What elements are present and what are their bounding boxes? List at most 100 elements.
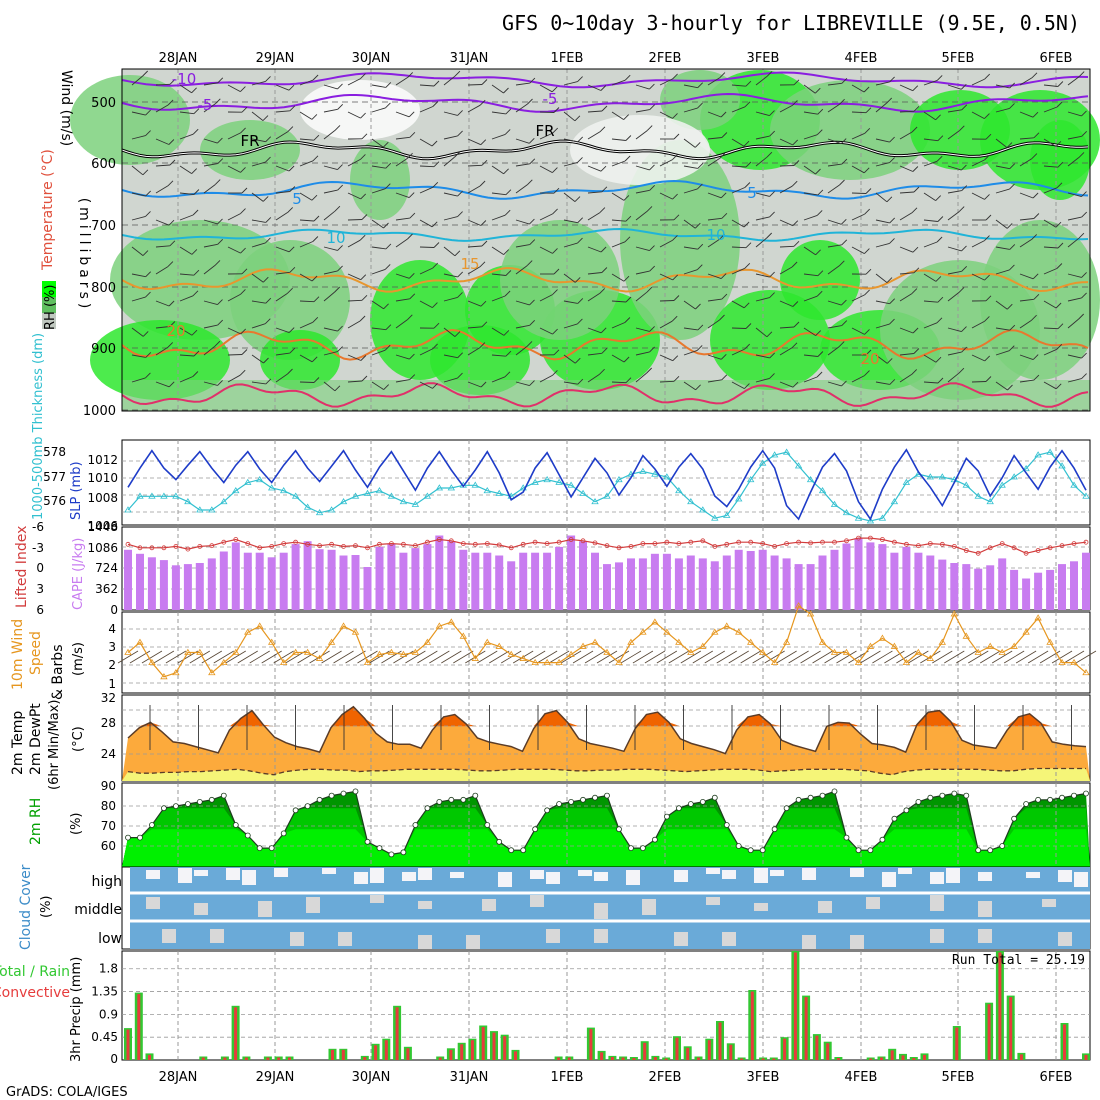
- lifted-index-point: [760, 541, 766, 546]
- wind-barb-flag: [720, 353, 727, 360]
- lifted-index-point: [245, 541, 251, 546]
- rh-point: [687, 801, 694, 807]
- wind-barb: [995, 219, 1008, 229]
- wind-barb-flag: [672, 154, 678, 160]
- wind-speed-point: [291, 648, 300, 655]
- wind-barb-flag: [936, 75, 943, 81]
- lifted-index-point: [556, 539, 562, 545]
- wind-barb-flag: [744, 262, 751, 269]
- wind-barb-flag: [743, 302, 750, 309]
- wind-barb-flag: [552, 248, 558, 254]
- rh-point: [855, 847, 862, 854]
- cape-bar: [830, 549, 839, 610]
- lifted-index-point: [904, 541, 909, 547]
- wind-barb-flag: [961, 164, 967, 171]
- wind-barb-flag: [673, 375, 680, 382]
- wind-speed-point: [950, 610, 958, 617]
- wind-barb-flag: [457, 130, 463, 137]
- thickness-point: [495, 489, 503, 496]
- top-date-label: 28JAN: [159, 51, 198, 66]
- precip-conv-bar: [610, 1057, 614, 1060]
- lifted-index-point: [796, 539, 801, 545]
- axis-tick: 28: [101, 716, 116, 730]
- thickness-point: [531, 478, 539, 485]
- precip-conv-bar: [632, 1058, 636, 1060]
- wind-barb-flag: [168, 300, 175, 307]
- wind-barb-flag: [334, 286, 341, 293]
- cape-bar: [962, 564, 971, 610]
- wind-barb: [1043, 348, 1057, 356]
- wind-barb-flag: [1032, 354, 1039, 360]
- cape-bar: [327, 549, 336, 610]
- wind-barb-flag: [241, 106, 248, 113]
- wind-barb-flag: [1009, 244, 1016, 250]
- wind-barb-flag: [673, 133, 680, 140]
- wind-barb-flag: [841, 380, 847, 387]
- cloud-fill: [130, 867, 1090, 949]
- surface-barb: [836, 650, 857, 664]
- wind-speed-point: [1058, 658, 1066, 666]
- wind-barb-flag: [457, 271, 464, 278]
- wind-barb-flag: [912, 327, 919, 334]
- wind-barb: [179, 246, 193, 255]
- wind-barb: [659, 159, 673, 167]
- wind-barb-flag: [719, 153, 726, 159]
- precip-total-label: Total / Rain: [0, 964, 70, 980]
- wind-barb: [539, 213, 553, 221]
- wind-barb-flag: [672, 235, 678, 241]
- wind-barb-flag: [985, 376, 992, 382]
- axis-tick: 0.9: [99, 1007, 118, 1021]
- thickness-point: [806, 475, 815, 483]
- wind-barb: [587, 246, 602, 253]
- wind-barb: [203, 82, 218, 86]
- wind-barb: [923, 322, 938, 329]
- precip-conv-bar: [901, 1055, 905, 1060]
- wind-barb-flag: [167, 99, 174, 106]
- wind-barb: [251, 192, 264, 202]
- cloud-level-label: middle: [74, 902, 122, 918]
- wind-speed-point: [770, 658, 779, 666]
- rh-point: [244, 832, 251, 839]
- lifted-index-point: [975, 550, 981, 556]
- wind-barb: [1019, 273, 1034, 280]
- wind-speed-point: [339, 622, 348, 629]
- lifted-index-point: [1023, 550, 1029, 556]
- wind-barb: [515, 324, 530, 329]
- wind-barb-flag: [791, 180, 798, 187]
- lifted-index-point: [1047, 545, 1053, 551]
- wind-barb-flag: [817, 351, 824, 357]
- wind-barb: [323, 108, 338, 113]
- wind-barb-flag: [1032, 192, 1039, 199]
- cloud-gap-high: [242, 870, 256, 885]
- surface-barb: [632, 650, 654, 664]
- plus25-contour: [121, 382, 1089, 408]
- wind-barb: [155, 347, 168, 356]
- wind-barb-flag: [577, 157, 583, 163]
- lifted-index-point: [137, 545, 143, 551]
- wind-barb: [467, 381, 482, 388]
- lifted-index-point: [808, 540, 813, 546]
- rh-point: [1035, 796, 1041, 803]
- rh-point: [472, 792, 479, 799]
- wind-barb-flag: [407, 152, 413, 159]
- wind-barb: [707, 354, 722, 360]
- wind-barb-flag: [1081, 292, 1087, 299]
- wind-barb-flag: [169, 321, 176, 327]
- wind-barb-flag: [745, 242, 752, 249]
- wind-barb: [947, 109, 962, 113]
- surface-barb: [429, 650, 450, 664]
- rh-point: [807, 794, 814, 801]
- wind-barb-flag: [574, 357, 581, 364]
- wind-barb-flag: [792, 220, 799, 227]
- wind-barb: [587, 352, 602, 356]
- wind-barb: [971, 111, 985, 119]
- wind-barb-flag: [504, 209, 511, 216]
- wind-barb: [731, 267, 745, 275]
- axis-tick: 3: [108, 640, 116, 654]
- precip-conv-bar: [804, 997, 808, 1060]
- wind-barb: [323, 381, 336, 392]
- axis-tick: 24: [101, 747, 116, 761]
- wind-barb-flag: [289, 347, 296, 354]
- wind-barb: [563, 242, 578, 248]
